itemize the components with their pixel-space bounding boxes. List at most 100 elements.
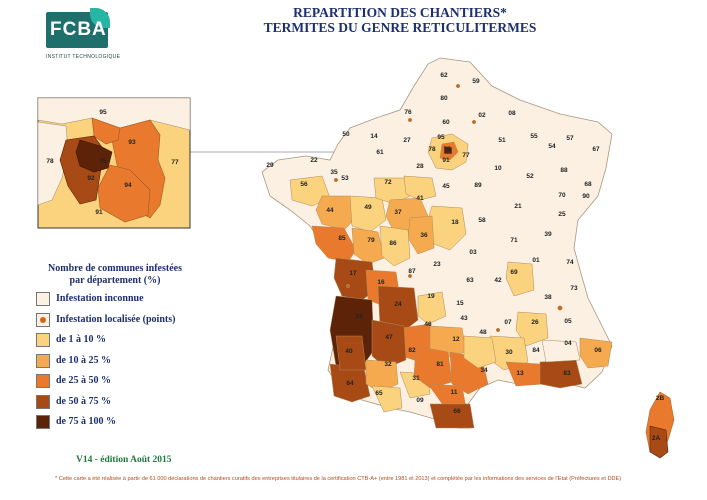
department-label: 86: [389, 240, 397, 247]
department-label: 36: [420, 232, 428, 239]
department-label: 32: [384, 361, 392, 368]
department-label: 22: [310, 157, 318, 164]
dot-icon: [40, 316, 46, 323]
department-labels: 62 59 80 76 02 08 60 95 14 50 27 57 55 51 54 67 29 22 35 61…: [266, 72, 664, 442]
department-label: 2B: [656, 395, 665, 402]
footnote: * Cette carte a été réalisée à partir de…: [55, 476, 622, 482]
department-label: 87: [408, 268, 416, 275]
department-label: 23: [433, 261, 441, 268]
department-label: 69: [510, 269, 518, 276]
department-label: 37: [394, 209, 402, 216]
department-label: 63: [466, 277, 474, 284]
department-label: 14: [370, 133, 378, 140]
department-label: 39: [544, 231, 552, 238]
legend-label: Infestation inconnue: [56, 293, 144, 304]
department-label: 77: [462, 152, 470, 159]
department-label: 70: [558, 192, 566, 199]
legend-label: de 75 à 100 %: [56, 416, 116, 427]
department-label: 43: [460, 315, 468, 322]
legend-label: Infestation localisée (points): [56, 313, 176, 325]
department-label: 54: [548, 143, 556, 150]
title-line1: REPARTITION DES CHANTIERS*: [293, 5, 507, 20]
department-label: 24: [394, 301, 402, 308]
department-label: 11: [451, 389, 458, 396]
department-label: 55: [530, 133, 538, 140]
department-label: 49: [364, 204, 372, 211]
department-label: 61: [376, 149, 384, 156]
department-label: 08: [508, 110, 516, 117]
department-label: 66: [453, 408, 461, 415]
department-label: 53: [341, 175, 349, 182]
legend-swatch: [36, 333, 50, 347]
department-label: 57: [566, 135, 574, 142]
legend-swatch: [36, 415, 50, 429]
department-label: 18: [451, 219, 459, 226]
department-label: 79: [367, 237, 375, 244]
department-label: 19: [427, 293, 435, 300]
inset-labels: 95 78 93 77 75 92 94 91: [46, 109, 179, 216]
department-label: 28: [416, 163, 424, 170]
department-label: 42: [494, 277, 502, 284]
department-label: 35: [330, 169, 338, 176]
department-label: 59: [472, 78, 480, 85]
department-label: 16: [377, 279, 385, 286]
department-label: 83: [563, 370, 571, 377]
inset-department-label: 95: [99, 109, 107, 116]
department-label: 52: [526, 173, 534, 180]
legend-title: Nombre de communes infestées par départe…: [30, 263, 200, 287]
department-label: 58: [478, 217, 486, 224]
department-label: 21: [514, 203, 522, 210]
department-label: 30: [505, 349, 513, 356]
department-label: 05: [564, 318, 572, 325]
department-label: 72: [384, 179, 392, 186]
legend-swatch: [36, 374, 50, 388]
department-label: 50: [342, 131, 350, 138]
logo-text: FCBA: [50, 19, 107, 40]
department-label: 60: [442, 119, 450, 126]
department-label: 78: [428, 146, 436, 153]
department-label: 74: [566, 259, 574, 266]
inset-paris: [37, 97, 440, 229]
department-label: 89: [474, 182, 482, 189]
department-label: 65: [375, 390, 383, 397]
title-line2: TERMITES DU GENRE RETICULITERMES: [263, 20, 537, 35]
inset-department-label: 78: [46, 158, 54, 165]
department-label: 51: [498, 137, 506, 144]
department-label: 40: [345, 348, 353, 355]
department-label: 02: [478, 112, 486, 119]
map-title: REPARTITION DES CHANTIERS* TERMITES DU G…: [230, 5, 570, 35]
inset-department-label: 93: [128, 139, 136, 146]
leaf-icon: [90, 8, 110, 28]
department-label: 47: [385, 334, 393, 341]
department-label: 80: [440, 95, 448, 102]
department-label: 76: [404, 109, 412, 116]
department-label: 25: [558, 211, 566, 218]
department-label: 75: [443, 146, 451, 153]
department-label: 26: [531, 319, 539, 326]
edition-version: V14 - édition Août 2015: [76, 455, 172, 465]
legend-title-line2: par département (%): [69, 275, 161, 286]
legend-swatch: [36, 353, 50, 368]
department-label: 03: [469, 249, 477, 256]
legend-swatch: [36, 312, 50, 327]
department-label: 01: [532, 257, 540, 264]
department-label: 29: [266, 162, 274, 169]
inset-department-label: 94: [124, 182, 132, 189]
department-label: 71: [510, 237, 518, 244]
department-label: 44: [326, 207, 334, 214]
logo-subtitle: INSTITUT TECHNOLOGIQUE: [46, 54, 121, 60]
legend-swatch: [36, 394, 50, 409]
fcba-logo: FCBA INSTITUT TECHNOLOGIQUE: [46, 8, 120, 64]
department-label: 84: [532, 347, 540, 354]
department-label: 95: [437, 134, 445, 141]
department-label: 46: [424, 321, 432, 328]
department-label: 27: [403, 137, 411, 144]
department-label: 09: [416, 397, 424, 404]
department-label: 12: [452, 336, 460, 343]
department-label: 62: [440, 72, 448, 79]
department-label: 10: [494, 165, 502, 172]
inset-department-label: 92: [87, 175, 95, 182]
corsica: [645, 391, 675, 459]
department-label: 15: [456, 300, 464, 307]
